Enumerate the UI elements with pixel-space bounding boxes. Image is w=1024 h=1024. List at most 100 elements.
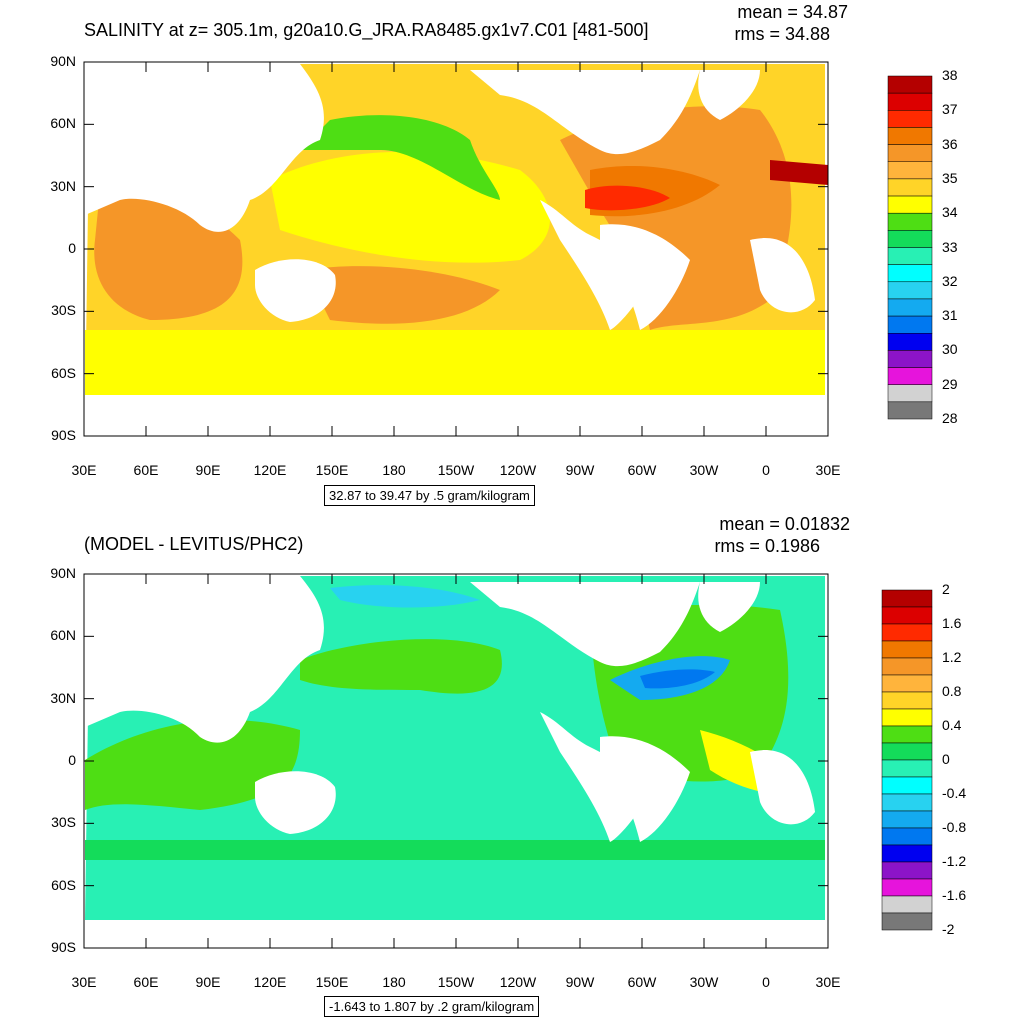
colorbar-label: 30 (942, 341, 958, 358)
colorbar-swatch (887, 384, 933, 403)
colorbar-swatch (887, 161, 933, 180)
colorbar-swatch (887, 110, 933, 128)
colorbar-swatch (887, 315, 933, 334)
colorbar-label: -1.2 (942, 853, 967, 869)
colorbar-swatch (881, 912, 933, 931)
lat-label: 90N (50, 565, 76, 581)
lon-label: 180 (382, 462, 406, 478)
lon-label: 30E (815, 974, 841, 990)
lon-label: 30E (71, 974, 97, 990)
colorbar-swatch (881, 589, 933, 608)
colorbar-swatch (887, 178, 933, 197)
colorbar-label: -0.8 (942, 819, 967, 835)
colorbar-swatch (881, 810, 933, 829)
lon-label: 120E (253, 462, 287, 478)
colorbar-label: 0.8 (942, 683, 962, 699)
lon-label: 0 (762, 974, 770, 990)
colorbar-swatch (887, 333, 933, 351)
colorbar-label: 36 (942, 135, 958, 152)
colorbars (881, 75, 933, 931)
colorbar-label: 37 (942, 101, 958, 118)
colorbar-label: -1.6 (942, 887, 967, 903)
colorbar-label: -0.4 (942, 785, 967, 801)
colorbar-swatch (887, 281, 933, 300)
lat-label: 0 (68, 240, 76, 256)
colorbar-label: 31 (942, 307, 958, 324)
lon-label: 0 (762, 462, 770, 478)
panel-1-mean: mean = 34.87 (737, 2, 848, 22)
lon-label: 150E (315, 462, 349, 478)
lon-label: 60W (627, 974, 657, 990)
lat-label: 60N (50, 627, 76, 644)
lon-label: 120E (253, 974, 287, 990)
colorbar-label: 32 (942, 272, 958, 289)
panel-1-rms: rms = 34.88 (734, 24, 830, 44)
colorbar-swatch (881, 708, 933, 727)
lon-label: 30E (71, 462, 97, 478)
colorbar-label: 1.2 (942, 649, 962, 665)
colorbar-swatch (887, 247, 933, 265)
lon-label: 150W (437, 974, 475, 990)
lon-label: 120W (499, 462, 537, 478)
colorbar-label: 38 (942, 67, 958, 83)
colorbar-label: 1.6 (942, 615, 962, 631)
lat-label: 30S (51, 814, 76, 831)
colorbar-label: 0.4 (942, 717, 962, 733)
colorbar-swatch (887, 75, 933, 94)
lat-label: 60S (51, 876, 76, 893)
lon-label: 30E (815, 462, 841, 478)
lat-label: 30N (50, 177, 76, 194)
salinity-map (83, 61, 829, 437)
colorbar-swatch (881, 844, 933, 863)
colorbar-swatch (881, 878, 933, 897)
colorbar-label: 0 (942, 751, 950, 767)
colorbar-swatch (887, 212, 933, 231)
colorbar-swatch (887, 127, 933, 145)
difference-map (83, 573, 829, 949)
colorbar-swatch (887, 264, 933, 283)
lon-label: 60W (627, 462, 657, 478)
colorbar-swatch (887, 367, 933, 385)
colorbar-swatch (887, 401, 933, 420)
colorbar-swatch (887, 350, 933, 368)
colorbar-swatch (881, 674, 933, 693)
axis-ticks (83, 61, 829, 949)
colorbar-swatch (881, 623, 933, 642)
lon-label: 60E (133, 462, 159, 478)
colorbar-label: 28 (942, 410, 958, 426)
colorbar-swatch (887, 298, 933, 317)
panel-2-mean: mean = 0.01832 (719, 514, 850, 534)
colorbar-swatch (881, 691, 933, 710)
lat-label: 0 (68, 752, 76, 768)
lon-label: 150W (437, 462, 475, 478)
colorbar-swatch (881, 657, 933, 676)
colorbar-swatch (881, 759, 933, 778)
lon-label: 180 (382, 974, 406, 990)
panel-2-title: (MODEL - LEVITUS/PHC2) (84, 534, 304, 554)
colorbar-swatch (887, 195, 933, 214)
colorbar-label: 34 (942, 204, 958, 221)
colorbar-label: 2 (942, 581, 950, 597)
panel-1-title: SALINITY at z= 305.1m, g20a10.G_JRA.RA84… (84, 20, 649, 40)
lat-label: 90N (50, 53, 76, 69)
colorbar-swatch (881, 606, 933, 625)
lon-label: 30W (689, 974, 719, 990)
colorbar-label: 29 (942, 375, 958, 392)
lon-label: 90E (195, 974, 221, 990)
colorbar-swatch (887, 230, 933, 248)
lat-label: 30N (50, 689, 76, 706)
lon-label: 90W (565, 462, 595, 478)
colorbar-swatch (881, 793, 933, 812)
colorbar-swatch (881, 827, 933, 846)
panel-1-caption: 32.87 to 39.47 by .5 gram/kilogram (324, 485, 535, 506)
colorbar-label: -2 (942, 921, 955, 937)
colorbar-swatch (881, 725, 933, 744)
lat-label: 90S (51, 939, 76, 955)
colorbar-label: 33 (942, 238, 958, 255)
colorbar-swatch (881, 640, 933, 659)
colorbar-swatch (881, 742, 933, 761)
lon-label: 90E (195, 462, 221, 478)
lon-label: 30W (689, 462, 719, 478)
lat-label: 90S (51, 427, 76, 443)
